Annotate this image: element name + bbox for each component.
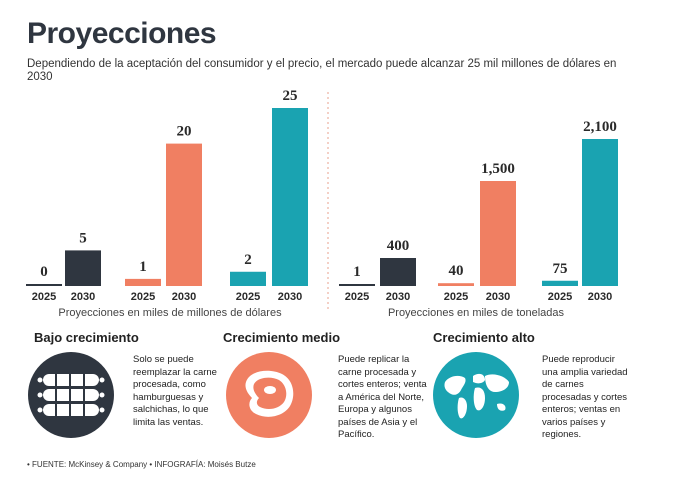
charts-area: 0 2025 5 2030 1 2025 20 2030 2 2025 25 2030 Proyecci… bbox=[26, 88, 618, 319]
page-title: Proyecciones bbox=[27, 17, 217, 50]
value-label-dollars-1: 5 bbox=[79, 230, 87, 246]
bar-tons-3 bbox=[480, 181, 516, 286]
tick-label-tons-0: 2025 bbox=[345, 291, 369, 303]
tick-label-dollars-3: 2030 bbox=[172, 291, 196, 303]
tick-label-tons-1: 2030 bbox=[386, 291, 410, 303]
bar-tons-4 bbox=[542, 280, 578, 286]
scenario-low-circle bbox=[28, 352, 114, 438]
axis-caption-dollars: Proyecciones en miles de millones de dól… bbox=[58, 307, 282, 319]
scenario-high-circle bbox=[433, 352, 519, 438]
steak-icon bbox=[245, 370, 294, 417]
tick-label-dollars-0: 2025 bbox=[32, 291, 56, 303]
value-label-dollars-0: 0 bbox=[40, 264, 48, 280]
scenario-low-description: Solo se puede reemplazar la carne proces… bbox=[133, 354, 217, 428]
bar-tons-0 bbox=[339, 284, 375, 286]
tick-label-tons-2: 2025 bbox=[444, 291, 468, 303]
bar-dollars-3 bbox=[166, 143, 202, 286]
bar-dollars-2 bbox=[125, 278, 161, 286]
scenario-medium-description: Puede replicar la carne procesada y cort… bbox=[338, 354, 427, 440]
scenario-low-title: Bajo crecimiento bbox=[34, 330, 139, 345]
scenario-high-description: Puede reproducir una amplia variedad de … bbox=[542, 354, 628, 440]
scenario-medium-circle bbox=[226, 352, 312, 438]
value-label-dollars-2: 1 bbox=[139, 259, 147, 275]
tick-label-tons-4: 2025 bbox=[548, 291, 572, 303]
world-map-icon bbox=[444, 373, 509, 419]
scenario-high-title: Crecimiento alto bbox=[433, 330, 535, 345]
tick-label-dollars-5: 2030 bbox=[278, 291, 302, 303]
bar-tons-2 bbox=[438, 283, 474, 286]
tick-label-tons-5: 2030 bbox=[588, 291, 612, 303]
value-label-tons-4: 75 bbox=[553, 261, 568, 277]
axis-caption-tons: Proyecciones en miles de toneladas bbox=[388, 307, 565, 319]
value-label-tons-0: 1 bbox=[353, 264, 361, 280]
value-label-dollars-4: 2 bbox=[244, 252, 252, 268]
bar-dollars-1 bbox=[65, 250, 101, 286]
value-label-dollars-3: 20 bbox=[177, 124, 192, 140]
source-credit: • FUENTE: McKinsey & Company • INFOGRAFÍ… bbox=[27, 460, 256, 469]
value-label-dollars-5: 25 bbox=[283, 88, 298, 104]
chart-tons: 1 2025 400 2030 40 2025 1,500 2030 75 2025 2,100 20… bbox=[339, 119, 618, 319]
scenario-medium-title: Crecimiento medio bbox=[223, 330, 341, 345]
value-label-tons-1: 400 bbox=[387, 238, 410, 254]
value-label-tons-2: 40 bbox=[449, 263, 464, 279]
tick-label-dollars-1: 2030 bbox=[71, 291, 95, 303]
bar-dollars-4 bbox=[230, 271, 266, 286]
value-label-tons-3: 1,500 bbox=[481, 161, 515, 177]
chart-dollars: 0 2025 5 2030 1 2025 20 2030 2 2025 25 2030 Proyecci… bbox=[26, 88, 308, 319]
tick-label-tons-3: 2030 bbox=[486, 291, 510, 303]
value-label-tons-5: 2,100 bbox=[583, 119, 617, 135]
bar-tons-5 bbox=[582, 139, 618, 286]
bar-tons-1 bbox=[380, 258, 416, 286]
tick-label-dollars-2: 2025 bbox=[131, 291, 155, 303]
bar-dollars-0 bbox=[26, 284, 62, 286]
sausages-icon bbox=[37, 374, 105, 416]
bar-dollars-5 bbox=[272, 108, 308, 286]
tick-label-dollars-4: 2025 bbox=[236, 291, 260, 303]
page-subtitle: Dependiendo de la aceptación del consumi… bbox=[27, 58, 617, 83]
